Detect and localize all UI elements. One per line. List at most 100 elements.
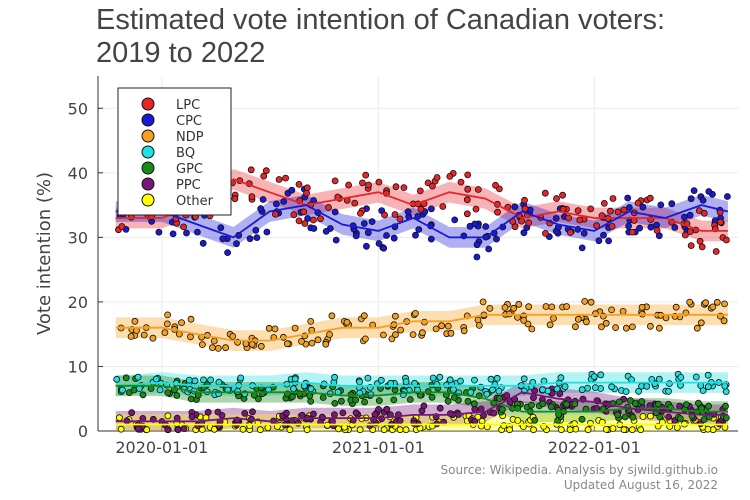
point-lpc xyxy=(700,209,708,217)
point-lpc xyxy=(303,189,311,197)
point-gpc xyxy=(638,398,646,405)
point-ppc xyxy=(282,409,290,417)
point-gpc xyxy=(539,400,547,408)
point-ndp xyxy=(360,312,368,320)
point-ndp xyxy=(418,329,426,337)
point-ndp xyxy=(187,315,195,323)
x-tick-label: 2020-01-01 xyxy=(115,438,208,457)
point-bq xyxy=(635,387,642,395)
point-cpc xyxy=(414,212,422,220)
point-ndp xyxy=(444,322,452,330)
point-bq xyxy=(699,387,707,395)
source-line-2: Updated August 16, 2022 xyxy=(563,478,718,492)
trend-line-bq xyxy=(115,381,728,387)
point-bq xyxy=(436,373,444,381)
point-lpc xyxy=(271,210,279,218)
point-lpc xyxy=(464,185,472,193)
point-bq xyxy=(493,374,501,382)
point-lpc xyxy=(494,208,501,216)
point-cpc xyxy=(390,234,398,242)
point-ndp xyxy=(214,344,222,352)
point-lpc xyxy=(653,227,661,234)
point-cpc xyxy=(383,232,390,239)
point-lpc xyxy=(282,174,290,182)
point-lpc xyxy=(600,199,608,207)
point-lpc xyxy=(587,205,595,213)
point-lpc xyxy=(309,216,317,224)
point-cpc xyxy=(493,235,500,243)
point-bq xyxy=(622,388,630,396)
point-cpc xyxy=(686,211,694,219)
point-ndp xyxy=(647,322,654,330)
point-lpc xyxy=(417,205,425,213)
point-bq xyxy=(665,387,672,395)
source-note: Source: Wikipedia. Analysis by sjwild.gi… xyxy=(441,463,719,493)
point-cpc xyxy=(155,228,163,236)
point-ndp xyxy=(583,318,590,326)
point-ndp xyxy=(187,333,194,341)
point-bq xyxy=(134,373,142,381)
point-gpc xyxy=(614,411,621,419)
point-lpc xyxy=(428,182,436,190)
point-bq xyxy=(191,377,199,385)
point-other xyxy=(557,426,565,434)
point-cpc xyxy=(362,242,370,250)
point-cpc xyxy=(427,205,435,213)
point-cpc xyxy=(671,224,679,231)
point-ndp xyxy=(629,323,636,331)
y-tick-label: 20 xyxy=(68,293,88,312)
point-lpc xyxy=(646,194,654,202)
point-ndp xyxy=(622,324,630,332)
point-ppc xyxy=(396,417,404,425)
point-lpc xyxy=(717,218,724,226)
point-bq xyxy=(289,385,297,393)
point-ndp xyxy=(391,312,399,320)
point-gpc xyxy=(173,392,181,399)
point-ppc xyxy=(174,426,182,434)
point-cpc xyxy=(368,218,376,226)
point-lpc xyxy=(396,215,404,223)
band-ndp xyxy=(115,304,728,351)
point-lpc xyxy=(521,196,528,204)
point-lpc xyxy=(574,207,582,215)
point-cpc xyxy=(705,188,713,195)
point-cpc xyxy=(412,231,419,239)
point-bq xyxy=(721,382,729,390)
point-other xyxy=(164,412,172,420)
legend-label-ppc: PPC xyxy=(176,178,201,193)
point-bq xyxy=(152,375,160,383)
point-bq xyxy=(402,378,410,386)
point-gpc xyxy=(563,400,571,408)
point-ndp xyxy=(592,310,599,318)
point-cpc xyxy=(451,216,459,224)
point-lpc xyxy=(325,203,332,211)
point-lpc xyxy=(686,228,694,236)
point-ppc xyxy=(180,425,188,433)
point-gpc xyxy=(319,394,327,401)
point-cpc xyxy=(639,203,647,211)
point-ppc xyxy=(471,417,479,425)
point-ppc xyxy=(330,411,338,419)
point-cpc xyxy=(482,223,490,230)
point-cpc xyxy=(257,205,265,213)
point-gpc xyxy=(655,400,662,408)
point-bq xyxy=(200,376,207,384)
point-cpc xyxy=(625,222,632,230)
point-ndp xyxy=(257,342,265,350)
point-ndp xyxy=(392,331,399,339)
point-lpc xyxy=(608,222,616,230)
point-lpc xyxy=(446,172,454,180)
point-ndp xyxy=(149,334,157,342)
point-lpc xyxy=(248,193,256,201)
point-other xyxy=(500,422,508,430)
point-ppc xyxy=(241,409,249,417)
point-ndp xyxy=(265,324,273,332)
point-lpc xyxy=(576,216,584,224)
point-ndp xyxy=(361,335,369,343)
point-bq xyxy=(156,386,164,394)
point-gpc xyxy=(375,397,383,405)
point-cpc xyxy=(690,187,698,195)
band-cpc xyxy=(115,194,728,248)
point-gpc xyxy=(406,396,414,403)
